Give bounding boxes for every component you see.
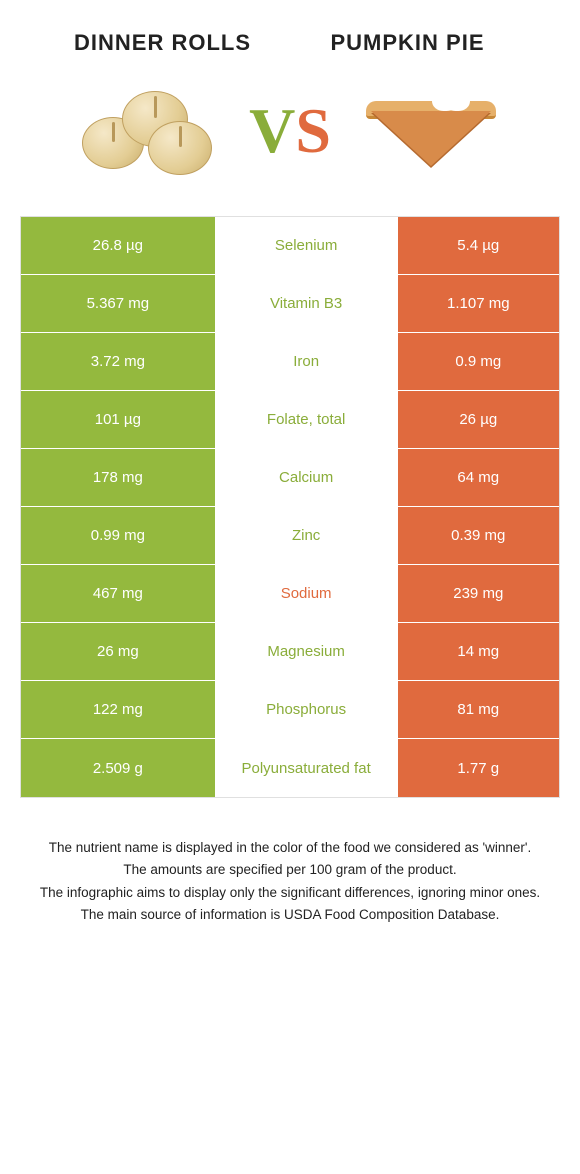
- table-row: 101 µgFolate, total26 µg: [21, 391, 559, 449]
- right-value-cell: 0.39 mg: [398, 507, 559, 564]
- footer-line-1: The nutrient name is displayed in the co…: [30, 838, 550, 858]
- table-row: 26.8 µgSelenium5.4 µg: [21, 217, 559, 275]
- left-value-cell: 2.509 g: [21, 739, 215, 797]
- table-row: 178 mgCalcium64 mg: [21, 449, 559, 507]
- nutrient-label-cell: Polyunsaturated fat: [215, 739, 398, 797]
- nutrient-table: 26.8 µgSelenium5.4 µg5.367 mgVitamin B31…: [20, 216, 560, 798]
- pumpkin-pie-icon: [351, 81, 511, 181]
- header-left: DINNER ROLLS: [40, 30, 285, 56]
- nutrient-label-cell: Vitamin B3: [215, 275, 398, 332]
- nutrient-label-cell: Selenium: [215, 217, 398, 274]
- right-food-title: PUMPKIN PIE: [285, 30, 530, 56]
- vs-v-letter: V: [249, 95, 295, 166]
- footer-line-2: The amounts are specified per 100 gram o…: [30, 860, 550, 880]
- right-value-cell: 64 mg: [398, 449, 559, 506]
- left-food-image: [69, 76, 229, 186]
- nutrient-label-cell: Iron: [215, 333, 398, 390]
- right-value-cell: 239 mg: [398, 565, 559, 622]
- right-value-cell: 1.77 g: [398, 739, 559, 797]
- left-value-cell: 26.8 µg: [21, 217, 215, 274]
- table-row: 467 mgSodium239 mg: [21, 565, 559, 623]
- left-value-cell: 5.367 mg: [21, 275, 215, 332]
- nutrient-label-cell: Calcium: [215, 449, 398, 506]
- left-value-cell: 178 mg: [21, 449, 215, 506]
- nutrient-label-cell: Folate, total: [215, 391, 398, 448]
- left-food-title: DINNER ROLLS: [40, 30, 285, 56]
- right-value-cell: 26 µg: [398, 391, 559, 448]
- table-row: 5.367 mgVitamin B31.107 mg: [21, 275, 559, 333]
- dinner-rolls-icon: [74, 81, 224, 181]
- header: DINNER ROLLS PUMPKIN PIE: [0, 0, 580, 66]
- header-right: PUMPKIN PIE: [285, 30, 540, 56]
- nutrient-label-cell: Sodium: [215, 565, 398, 622]
- left-value-cell: 26 mg: [21, 623, 215, 680]
- left-value-cell: 122 mg: [21, 681, 215, 738]
- table-row: 3.72 mgIron0.9 mg: [21, 333, 559, 391]
- right-value-cell: 81 mg: [398, 681, 559, 738]
- table-row: 2.509 gPolyunsaturated fat1.77 g: [21, 739, 559, 797]
- right-value-cell: 14 mg: [398, 623, 559, 680]
- nutrient-label-cell: Phosphorus: [215, 681, 398, 738]
- nutrient-label-cell: Magnesium: [215, 623, 398, 680]
- nutrient-label-cell: Zinc: [215, 507, 398, 564]
- left-value-cell: 467 mg: [21, 565, 215, 622]
- left-value-cell: 101 µg: [21, 391, 215, 448]
- vs-row: VS: [0, 66, 580, 216]
- right-value-cell: 0.9 mg: [398, 333, 559, 390]
- left-value-cell: 0.99 mg: [21, 507, 215, 564]
- table-row: 122 mgPhosphorus81 mg: [21, 681, 559, 739]
- footer-line-3: The infographic aims to display only the…: [30, 883, 550, 903]
- table-row: 26 mgMagnesium14 mg: [21, 623, 559, 681]
- vs-s-letter: S: [295, 95, 331, 166]
- right-value-cell: 5.4 µg: [398, 217, 559, 274]
- table-row: 0.99 mgZinc0.39 mg: [21, 507, 559, 565]
- right-value-cell: 1.107 mg: [398, 275, 559, 332]
- right-food-image: [351, 76, 511, 186]
- footer-notes: The nutrient name is displayed in the co…: [0, 798, 580, 947]
- vs-label: VS: [249, 94, 331, 168]
- left-value-cell: 3.72 mg: [21, 333, 215, 390]
- footer-line-4: The main source of information is USDA F…: [30, 905, 550, 925]
